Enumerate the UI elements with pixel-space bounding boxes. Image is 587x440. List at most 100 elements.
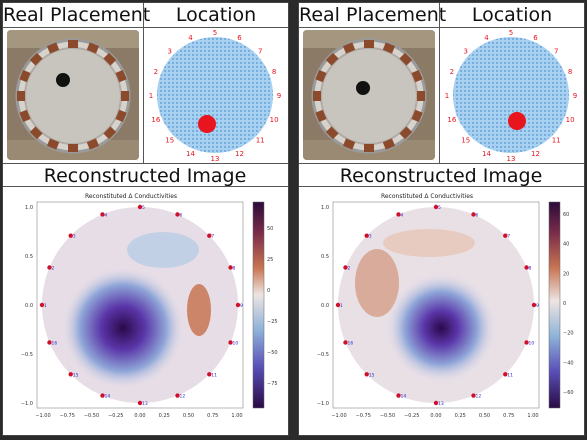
electrode-label: 10 bbox=[566, 116, 575, 124]
y-tick-label: 0.5 bbox=[25, 254, 33, 260]
electrode-pad bbox=[417, 91, 425, 101]
electrode-label: 13 bbox=[211, 155, 220, 163]
electrode-label: 7 bbox=[554, 47, 558, 55]
x-tick-label: 0.50 bbox=[183, 413, 194, 419]
electrode-label: 14 bbox=[400, 394, 406, 400]
electrode-marker bbox=[47, 265, 52, 270]
electrode-label: 3 bbox=[369, 234, 372, 240]
electrode-label: 2 bbox=[347, 265, 350, 271]
electrode-pad bbox=[46, 42, 60, 54]
electrode-pad bbox=[115, 109, 127, 123]
electrode-label: 14 bbox=[482, 150, 491, 158]
electrode-label: 16 bbox=[51, 341, 57, 347]
electrode-label: 13 bbox=[438, 401, 444, 407]
electrode-pad bbox=[411, 69, 423, 83]
electrode-marker bbox=[364, 372, 369, 377]
colorbar-tick-label: 25 bbox=[267, 257, 273, 263]
plot-title: Reconstituted Δ Conductivities bbox=[381, 193, 473, 200]
colorbar-tick-label: 50 bbox=[267, 226, 273, 232]
colorbar-tick-label: −75 bbox=[267, 381, 278, 387]
y-tick-label: −1.0 bbox=[317, 401, 329, 407]
electrode-label: 9 bbox=[277, 92, 281, 100]
x-tick-label: 0.50 bbox=[479, 413, 490, 419]
electrode-marker bbox=[471, 212, 476, 217]
electrode-label: 1 bbox=[445, 92, 449, 100]
x-tick-label: −0.25 bbox=[404, 413, 419, 419]
electrode-label: 5 bbox=[509, 29, 513, 37]
colorbar-tick-label: 20 bbox=[563, 271, 569, 277]
y-tick-label: 1.0 bbox=[25, 205, 33, 211]
electrode-pad bbox=[29, 52, 43, 66]
electrode-pad bbox=[399, 126, 413, 140]
electrode-label: 13 bbox=[507, 155, 516, 163]
divider bbox=[439, 3, 440, 163]
electrode-pad bbox=[103, 52, 117, 66]
electrode-pad bbox=[411, 109, 423, 123]
electrode-marker bbox=[503, 233, 508, 238]
plot-frame bbox=[36, 201, 244, 409]
electrode-marker bbox=[335, 302, 341, 308]
electrode-label: 16 bbox=[347, 341, 353, 347]
colorbar-tick-label: −20 bbox=[563, 331, 574, 337]
divider bbox=[3, 163, 288, 164]
electrode-pad bbox=[364, 144, 374, 152]
electrode-pad bbox=[364, 40, 374, 48]
electrode-label: 10 bbox=[270, 116, 279, 124]
electrode-label: 12 bbox=[476, 394, 482, 400]
electrode-label: 4 bbox=[104, 212, 107, 218]
colorbar-tick-label: −40 bbox=[563, 360, 574, 366]
electrode-label: 16 bbox=[151, 116, 160, 124]
electrode-label: 12 bbox=[235, 150, 244, 158]
electrode-pad bbox=[103, 126, 117, 140]
electrode-marker bbox=[531, 302, 537, 308]
electrode-label: 7 bbox=[211, 234, 214, 240]
electrode-label: 7 bbox=[507, 234, 510, 240]
y-tick-label: 0.5 bbox=[321, 254, 329, 260]
electrode-marker bbox=[396, 393, 401, 398]
electrode-label: 11 bbox=[552, 137, 561, 145]
electrode-pad bbox=[315, 109, 327, 123]
electrode-label: 15 bbox=[369, 372, 375, 378]
electrode-label: 10 bbox=[529, 341, 535, 347]
electrode-pad bbox=[19, 69, 31, 83]
x-tick-label: −0.25 bbox=[108, 413, 123, 419]
x-tick-label: −0.50 bbox=[380, 413, 395, 419]
electrode-label: 2 bbox=[154, 68, 158, 76]
electrode-label: 12 bbox=[531, 150, 540, 158]
electrode-marker bbox=[175, 212, 180, 217]
electrode-marker bbox=[433, 204, 439, 210]
colorbar-tick-label: −50 bbox=[267, 350, 278, 356]
x-tick-label: 0.25 bbox=[159, 413, 170, 419]
y-tick-label: −0.5 bbox=[317, 352, 329, 358]
electrode-label: 1 bbox=[340, 303, 343, 309]
electrode-marker bbox=[524, 340, 529, 345]
x-tick-label: 0.75 bbox=[503, 413, 514, 419]
electrode-pad bbox=[342, 138, 356, 150]
electrode-label: 9 bbox=[536, 303, 539, 309]
electrode-label: 14 bbox=[186, 150, 195, 158]
reconstructed-title: Reconstructed Image bbox=[43, 165, 247, 187]
electrode-label: 15 bbox=[73, 372, 79, 378]
divider bbox=[3, 186, 288, 187]
electrode-pad bbox=[19, 109, 31, 123]
artifact-region bbox=[187, 284, 211, 336]
conductivity-blob bbox=[385, 272, 497, 384]
electrode-label: 13 bbox=[142, 401, 148, 407]
panel-left: Real Placement Location 1 2 3 4 5 6 7 8 9 10 11 12 1… bbox=[2, 2, 289, 436]
y-tick-label: 1.0 bbox=[321, 205, 329, 211]
electrode-label: 5 bbox=[438, 205, 441, 211]
x-tick-label: −0.75 bbox=[356, 413, 371, 419]
electrode-label: 6 bbox=[180, 212, 183, 218]
electrode-marker bbox=[524, 265, 529, 270]
electrode-pad bbox=[29, 126, 43, 140]
electrode-label: 11 bbox=[256, 137, 265, 145]
electrode-label: 8 bbox=[529, 265, 532, 271]
electrode-label: 7 bbox=[258, 47, 262, 55]
x-tick-label: 0.25 bbox=[455, 413, 466, 419]
y-tick-label: 0.0 bbox=[25, 303, 33, 309]
electrode-label: 4 bbox=[188, 34, 193, 42]
electrode-marker bbox=[471, 393, 476, 398]
electrode-marker bbox=[235, 302, 241, 308]
electrode-pad bbox=[46, 138, 60, 150]
